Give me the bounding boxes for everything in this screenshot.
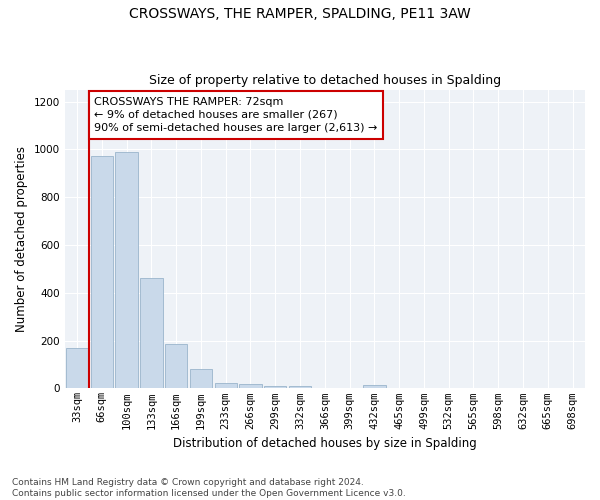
Text: CROSSWAYS THE RAMPER: 72sqm
← 9% of detached houses are smaller (267)
90% of sem: CROSSWAYS THE RAMPER: 72sqm ← 9% of deta… <box>94 96 378 133</box>
Bar <box>140 278 163 388</box>
Y-axis label: Number of detached properties: Number of detached properties <box>15 146 28 332</box>
X-axis label: Distribution of detached houses by size in Spalding: Distribution of detached houses by size … <box>173 437 477 450</box>
Bar <box>115 152 138 388</box>
Bar <box>264 386 286 388</box>
Bar <box>91 156 113 388</box>
Bar <box>289 386 311 388</box>
Text: CROSSWAYS, THE RAMPER, SPALDING, PE11 3AW: CROSSWAYS, THE RAMPER, SPALDING, PE11 3A… <box>129 8 471 22</box>
Title: Size of property relative to detached houses in Spalding: Size of property relative to detached ho… <box>149 74 501 87</box>
Bar <box>239 384 262 388</box>
Bar <box>215 383 237 388</box>
Text: Contains HM Land Registry data © Crown copyright and database right 2024.
Contai: Contains HM Land Registry data © Crown c… <box>12 478 406 498</box>
Bar <box>363 385 386 388</box>
Bar <box>165 344 187 389</box>
Bar <box>190 370 212 388</box>
Bar <box>66 348 88 389</box>
